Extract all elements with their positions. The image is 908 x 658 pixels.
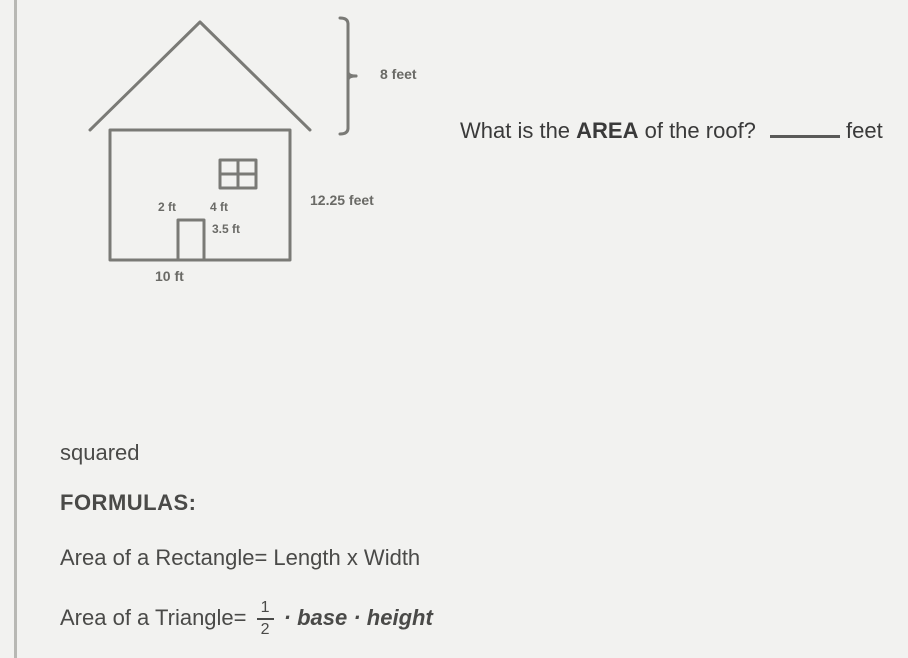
door-height-label: 3.5 ft [212,222,240,236]
rect-formula-prefix: Area of a Rectangle= [60,545,273,570]
wall-height-label: 12.25 feet [310,192,374,208]
door-width-label: 2 ft [158,200,176,214]
roof-height-bracket [340,18,356,134]
triangle-formula: Area of a Triangle= 12 · base · height [60,600,433,638]
rect-formula-body: Length x Width [273,545,420,570]
tri-formula-body: · base · height [284,605,433,630]
roof-height-label: 8 feet [380,66,417,82]
rectangle-formula: Area of a Rectangle= Length x Width [60,545,420,571]
roof-outline [90,22,310,130]
window-width-label: 4 ft [210,200,228,214]
left-margin-rule [14,0,17,658]
question-line: What is the AREA of the roof? feet [460,118,883,144]
question-prefix: What is the [460,118,576,143]
question-emphasis: AREA [576,118,638,143]
door-outline [178,220,204,260]
one-half-fraction: 12 [257,600,274,638]
tri-formula-prefix: Area of a Triangle= [60,605,253,630]
wall-outline [110,130,290,260]
house-diagram [70,10,410,300]
question-unit: feet [846,118,883,143]
base-width-label: 10 ft [155,268,184,284]
formulas-heading: FORMULAS: [60,490,196,516]
question-suffix: of the roof? [639,118,756,143]
squared-label: squared [60,440,140,466]
answer-blank[interactable] [770,120,840,138]
fraction-denominator: 2 [257,620,274,638]
worksheet-page: 8 feet 12.25 feet 10 ft 2 ft 4 ft 3.5 ft… [0,0,908,658]
fraction-numerator: 1 [257,600,274,620]
